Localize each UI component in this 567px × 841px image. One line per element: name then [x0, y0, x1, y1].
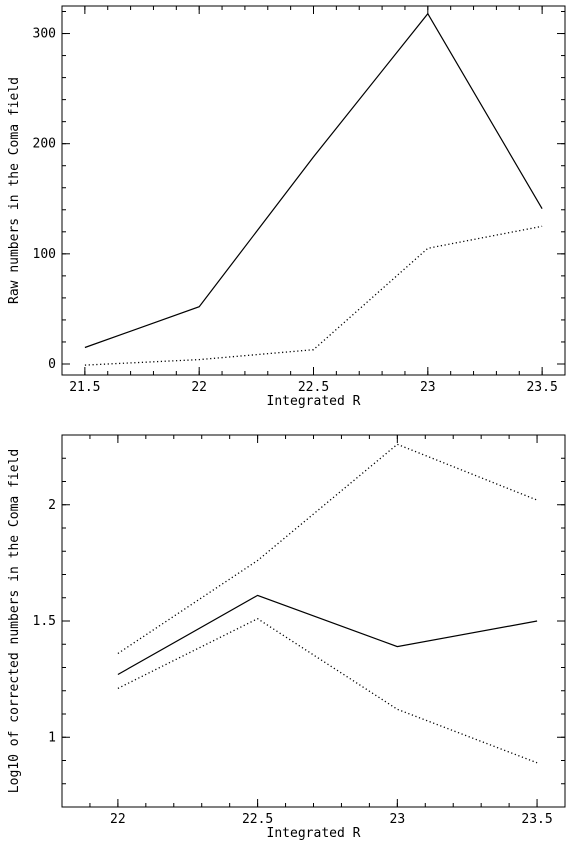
x-tick-label: 23.5 [526, 380, 557, 395]
series-line-dotted-1 [84, 225, 543, 366]
y-tick-label: 1 [48, 730, 56, 745]
x-tick-label: 23 [420, 380, 436, 395]
top-panel-raw-numbers: 21.5 22 22.5 23 23.5 0 100 200 300 Integrated R Ra… [7, 5, 566, 409]
x-axis-label: Integrated R [267, 394, 361, 409]
series-line-solid-0 [84, 12, 543, 349]
y-tick-label: 100 [33, 247, 56, 262]
y-axis-label: Log10 of corrected numbers in the Coma f… [7, 449, 22, 793]
x-tick-label: 23 [390, 812, 406, 827]
plot-frame [61, 434, 566, 808]
plot-frame [61, 5, 566, 376]
x-axis-label: Integrated R [267, 826, 361, 841]
y-tick-label: 300 [33, 27, 56, 42]
bottom-panel-log-corrected: 22 22.5 23 23.5 1 1.5 2 Integrated R Log10 of co… [7, 434, 566, 841]
series-line-dotted-2 [117, 617, 538, 764]
x-tick-label: 21.5 [69, 380, 100, 395]
y-tick-label: 0 [48, 357, 56, 372]
y-tick-label: 200 [33, 137, 56, 152]
series-line-dotted-1 [117, 443, 538, 655]
x-tick-label: 22 [110, 812, 126, 827]
x-tick-label: 23.5 [521, 812, 552, 827]
y-axis-label: Raw numbers in the Coma field [7, 77, 22, 304]
y-tick-label: 2 [48, 498, 56, 513]
series-line-solid-0 [117, 594, 538, 676]
x-tick-label: 22.5 [298, 380, 329, 395]
x-tick-label: 22 [191, 380, 207, 395]
x-tick-label: 22.5 [242, 812, 273, 827]
y-tick-label: 1.5 [33, 614, 56, 629]
